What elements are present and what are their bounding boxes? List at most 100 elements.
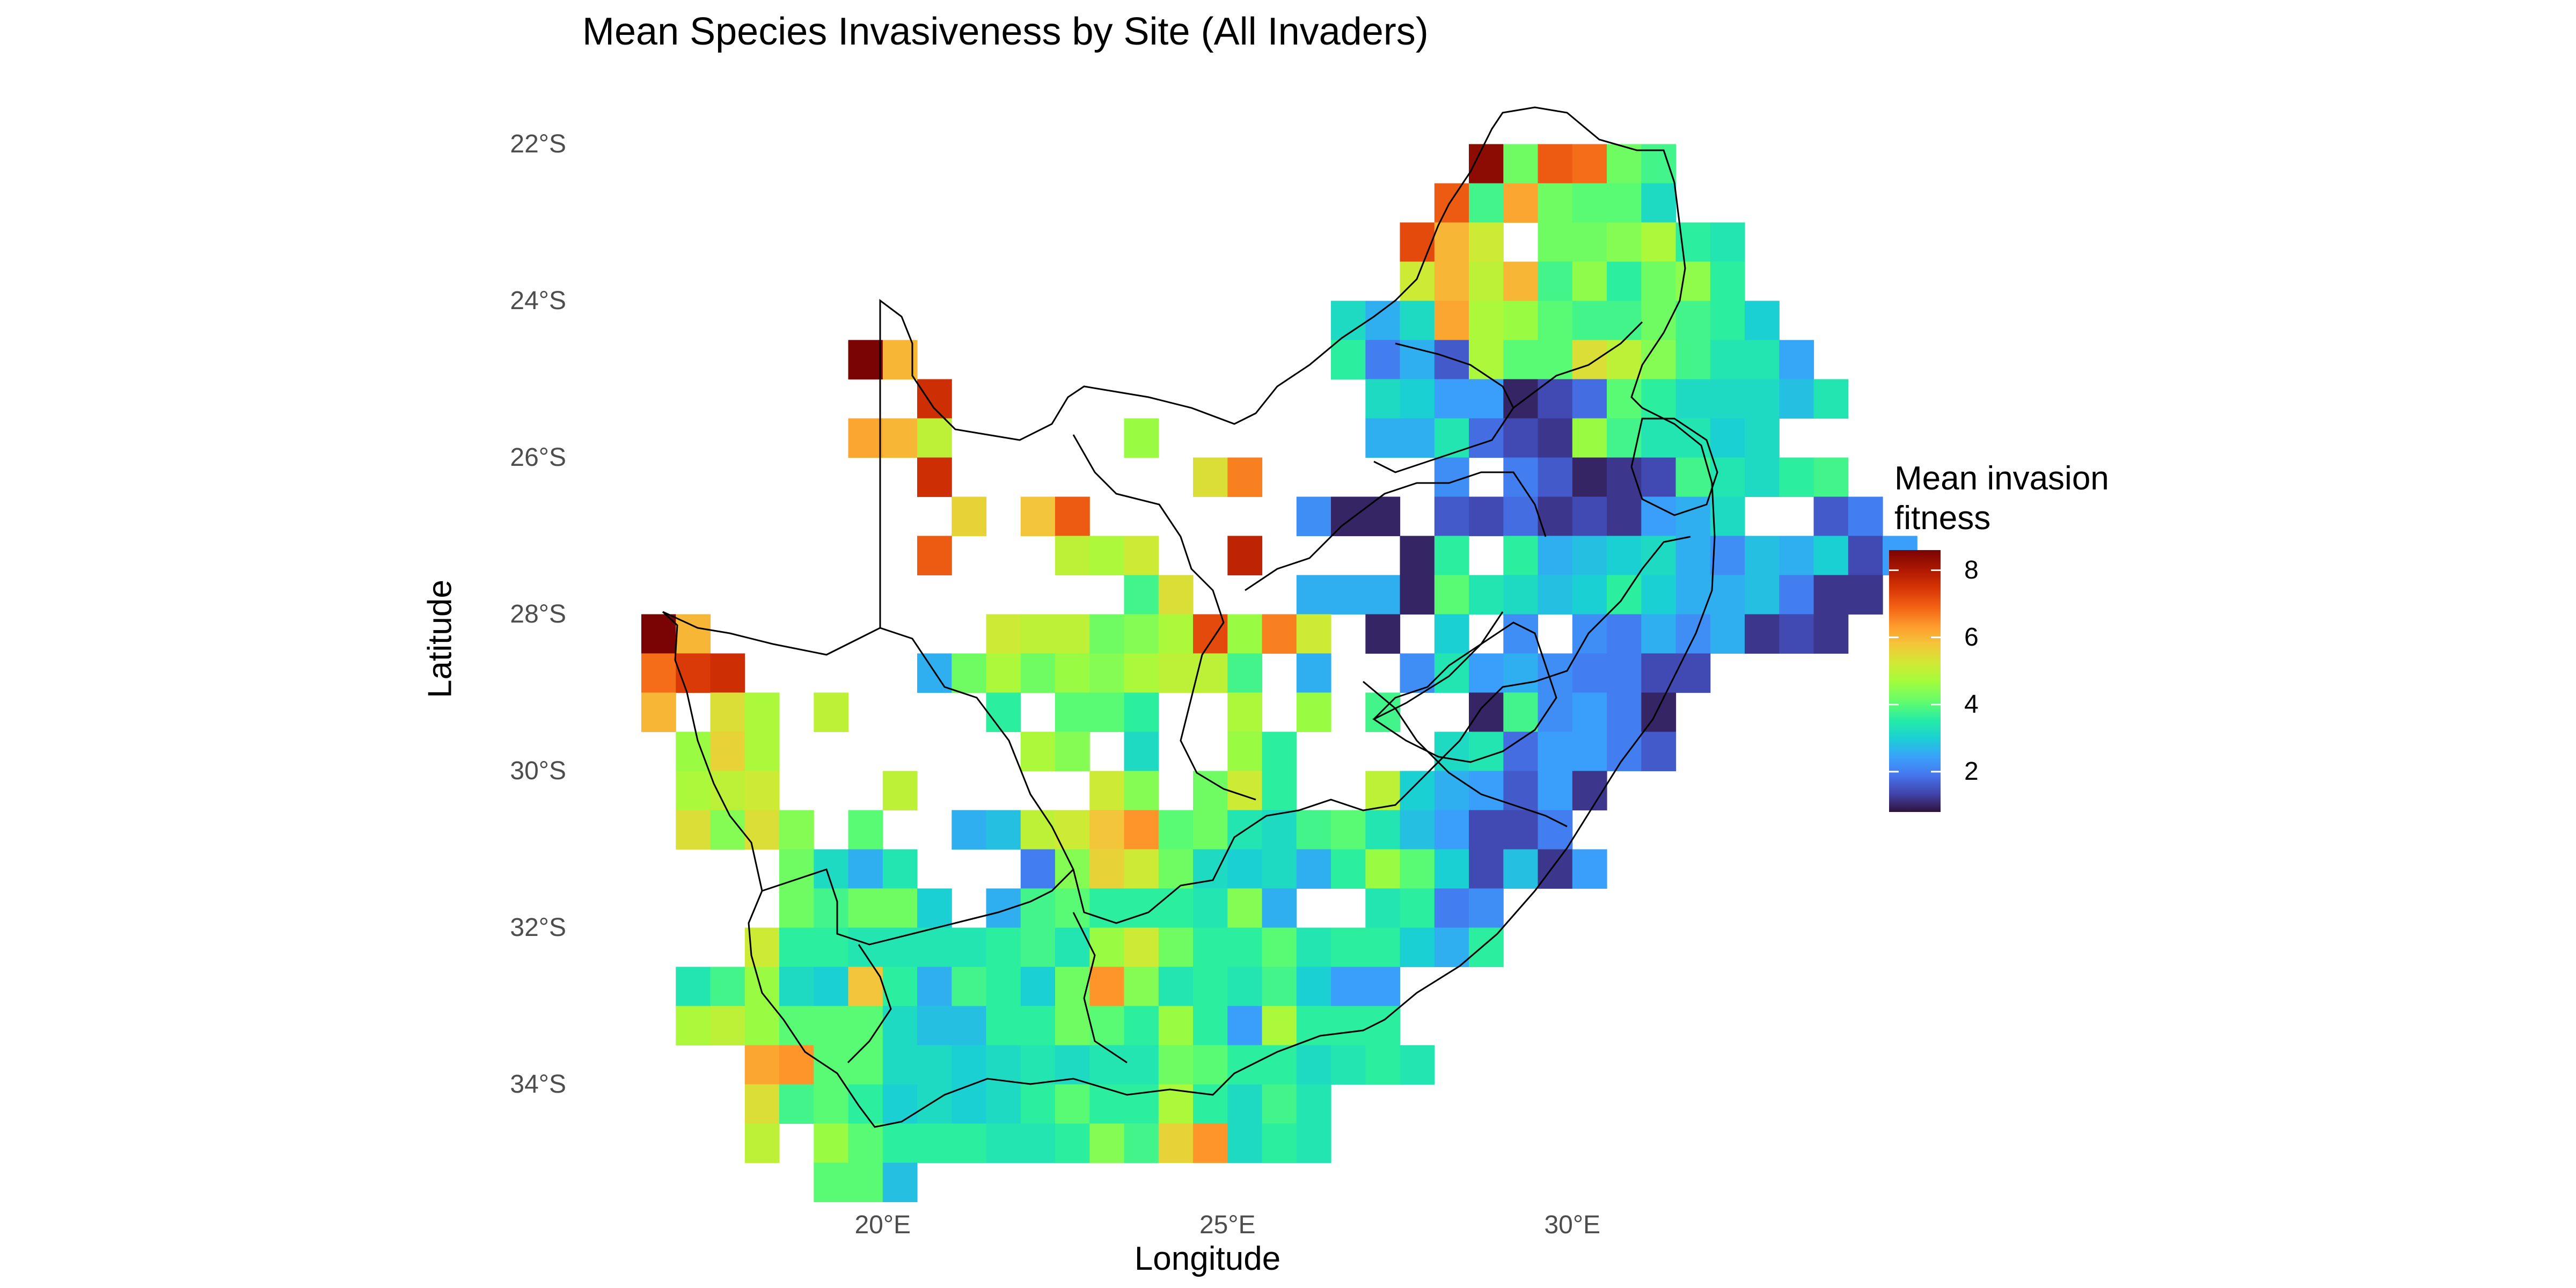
heatmap-cell [1538, 261, 1573, 302]
heatmap-cell [882, 418, 918, 458]
heatmap-cell [1262, 731, 1297, 772]
heatmap-cell [1641, 222, 1677, 262]
heatmap-cell [1400, 1045, 1435, 1085]
heatmap-cell [1227, 653, 1263, 693]
heatmap-cell [1469, 340, 1504, 380]
heatmap-cell [1400, 261, 1435, 302]
heatmap-cell [1020, 496, 1056, 537]
heatmap-cell [1710, 536, 1745, 576]
heatmap-cell [1503, 144, 1539, 184]
heatmap-cell [1365, 496, 1401, 537]
heatmap-cell [1089, 1123, 1125, 1163]
heatmap-cell [1538, 418, 1573, 458]
heatmap-cell [1193, 1045, 1228, 1085]
heatmap-cell [676, 1006, 711, 1046]
heatmap-cell [917, 1084, 952, 1124]
heatmap-cell [1607, 536, 1642, 576]
heatmap-cell [1675, 457, 1711, 497]
heatmap-cell [1193, 927, 1228, 968]
heatmap-cell [1710, 222, 1745, 262]
heatmap-cell [1641, 340, 1677, 380]
heatmap-cell [848, 1123, 883, 1163]
heatmap-cell [1400, 536, 1435, 576]
heatmap-cell [1331, 967, 1366, 1007]
heatmap-cell [1538, 810, 1573, 850]
y-tick-label: 34°S [510, 1070, 566, 1099]
heatmap-cell [1400, 888, 1435, 928]
heatmap-cell [1469, 222, 1504, 262]
province-border-f [1373, 342, 1514, 473]
heatmap-cell [1607, 731, 1642, 772]
heatmap-cell [1365, 340, 1401, 380]
heatmap-cell [1607, 340, 1642, 380]
heatmap-cell [952, 1084, 987, 1124]
heatmap-cell [1641, 692, 1677, 733]
heatmap-cell [1124, 614, 1159, 654]
heatmap-cell [814, 1006, 849, 1046]
heatmap-cell [1607, 261, 1642, 302]
heatmap-cell [1055, 653, 1090, 693]
heatmap-cell [1193, 810, 1228, 850]
heatmap-cell [1434, 418, 1469, 458]
heatmap-cell [1193, 771, 1228, 811]
heatmap-cell [1331, 1006, 1366, 1046]
heatmap-cell [1710, 614, 1745, 654]
heatmap-cell [1262, 888, 1297, 928]
heatmap-cell [1538, 771, 1573, 811]
heatmap-cell [1020, 1123, 1056, 1163]
heatmap-cell [1572, 536, 1607, 576]
heatmap-cell [1227, 888, 1263, 928]
heatmap-cell [1675, 340, 1711, 380]
province-border-g [1513, 321, 1643, 409]
heatmap-cell [1262, 771, 1297, 811]
heatmap-cell [1227, 1006, 1263, 1046]
heatmap-cell [1124, 1084, 1159, 1124]
heatmap-cell [1434, 927, 1469, 968]
heatmap-cell [1641, 614, 1677, 654]
heatmap-cell [986, 1084, 1021, 1124]
heatmap-cell [1400, 810, 1435, 850]
heatmap-cell [1193, 1123, 1228, 1163]
heatmap-cell [1296, 692, 1331, 733]
heatmap-cell [1296, 1123, 1331, 1163]
northern-border [662, 106, 1716, 656]
heatmap-cell [1813, 575, 1849, 615]
heatmap-cell [1296, 967, 1331, 1007]
heatmap-cell [1296, 810, 1331, 850]
heatmap-cell [1020, 1084, 1056, 1124]
heatmap-cell [1262, 927, 1297, 968]
legend-title: Mean invasion fitness [1894, 459, 2109, 538]
heatmap-cell [814, 1084, 849, 1124]
heatmap-cell [1020, 653, 1056, 693]
heatmap-cell [1193, 967, 1228, 1007]
heatmap-cell [952, 810, 987, 850]
heatmap-cell [848, 927, 883, 968]
heatmap-cell [1538, 340, 1573, 380]
heatmap-cell [848, 849, 883, 889]
legend-label: 8 [1964, 555, 1979, 584]
heatmap-cell [1089, 614, 1125, 654]
heatmap-cell [1089, 1045, 1125, 1085]
heatmap-cell [1779, 575, 1814, 615]
heatmap-cell [1607, 692, 1642, 733]
heatmap-cell [986, 1006, 1021, 1046]
heatmap-cell [848, 1162, 883, 1203]
heatmap-cell [1675, 222, 1711, 262]
heatmap-cell [1296, 1006, 1331, 1046]
heatmap-cell [1124, 692, 1159, 733]
province-border-e [1373, 611, 1504, 720]
heatmap-cell [1365, 888, 1401, 928]
heatmap-cell [1675, 301, 1711, 341]
heatmap-cell [779, 810, 814, 850]
western-cape-border-2 [847, 944, 892, 1064]
heatmap-cell [917, 1006, 952, 1046]
heatmap-cell [1124, 653, 1159, 693]
heatmap-cell [676, 810, 711, 850]
province-borders [662, 106, 1718, 1128]
heatmap-cell [882, 1045, 918, 1085]
coastline-border [662, 536, 1716, 1128]
legend-title-line2: fitness [1894, 500, 1991, 537]
heatmap-cell [1469, 731, 1504, 772]
heatmap-cell [1745, 418, 1780, 458]
